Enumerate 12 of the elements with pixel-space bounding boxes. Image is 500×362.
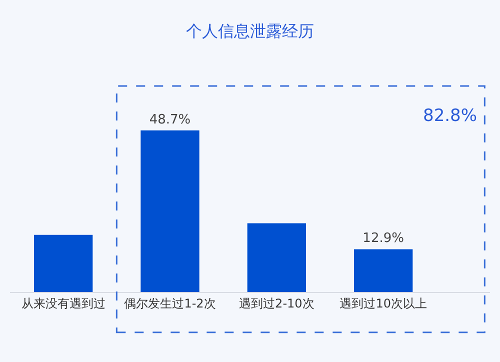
text: 82.8% — [423, 106, 478, 126]
x-tick-label: 遇到过2-10次 — [239, 296, 314, 310]
x-tick-label: 遇到过10次以上 — [340, 296, 427, 310]
bar — [34, 234, 93, 292]
bar — [247, 223, 306, 292]
x-tick-label: 偶尔发生过1-2次 — [124, 296, 216, 310]
bar — [354, 249, 413, 292]
bar — [140, 130, 200, 292]
chart-title: 个人信息泄露经历 — [186, 22, 314, 41]
data-label: 12.9% — [362, 231, 404, 246]
x-tick-label: 从来没有遇到过 — [21, 296, 106, 310]
data-label: 48.7% — [149, 112, 191, 128]
